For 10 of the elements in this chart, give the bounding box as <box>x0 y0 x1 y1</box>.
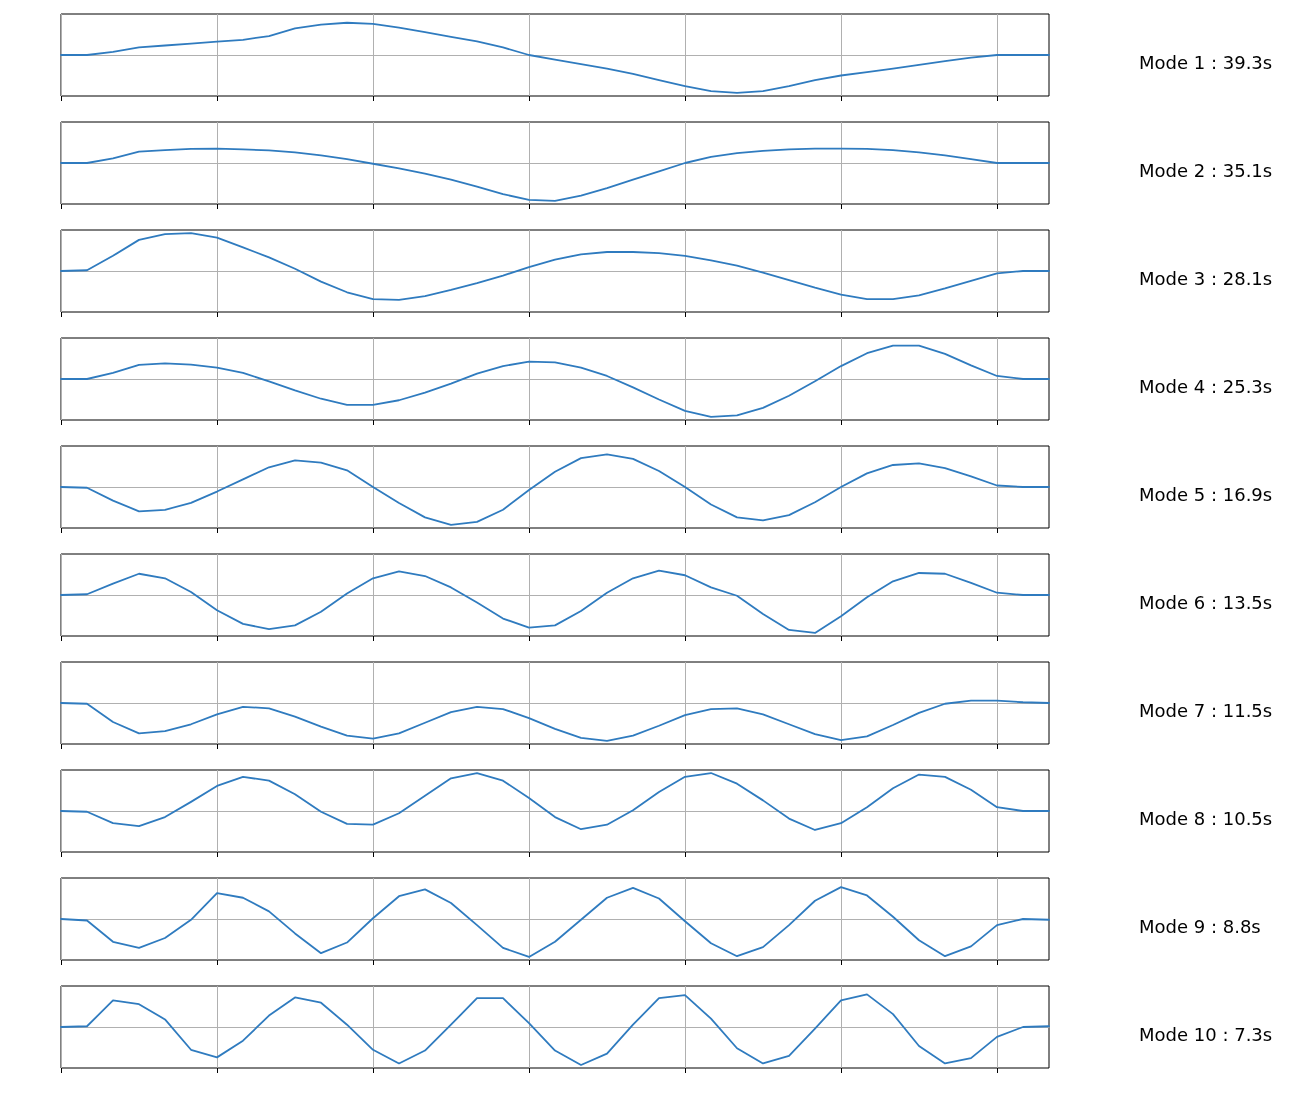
text: Mode 6 : 13.5s <box>1139 591 1273 613</box>
text: Mode 9 : 8.8s <box>1139 915 1261 937</box>
text: Mode 7 : 11.5s <box>1139 699 1273 721</box>
text: Mode 1 : 39.3s <box>1139 51 1273 73</box>
text: Mode 3 : 28.1s <box>1139 267 1273 289</box>
text: Mode 5 : 16.9s <box>1139 483 1273 505</box>
text: Mode 4 : 25.3s <box>1139 375 1273 397</box>
text: Mode 10 : 7.3s <box>1139 1023 1273 1045</box>
text: Mode 2 : 35.1s <box>1139 159 1273 181</box>
text: Mode 8 : 10.5s <box>1139 807 1273 829</box>
